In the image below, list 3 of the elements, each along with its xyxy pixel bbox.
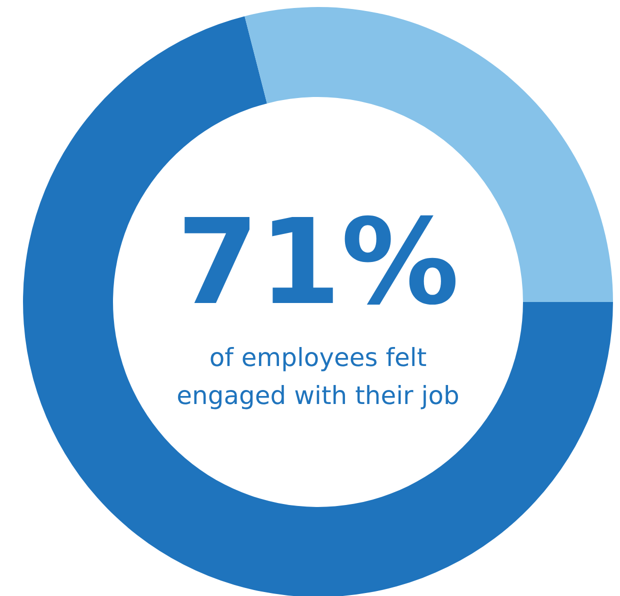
donut-slice	[23, 16, 613, 596]
data-label: 71%	[176, 193, 460, 331]
text: of employees felt engaged with their job	[176, 343, 460, 410]
